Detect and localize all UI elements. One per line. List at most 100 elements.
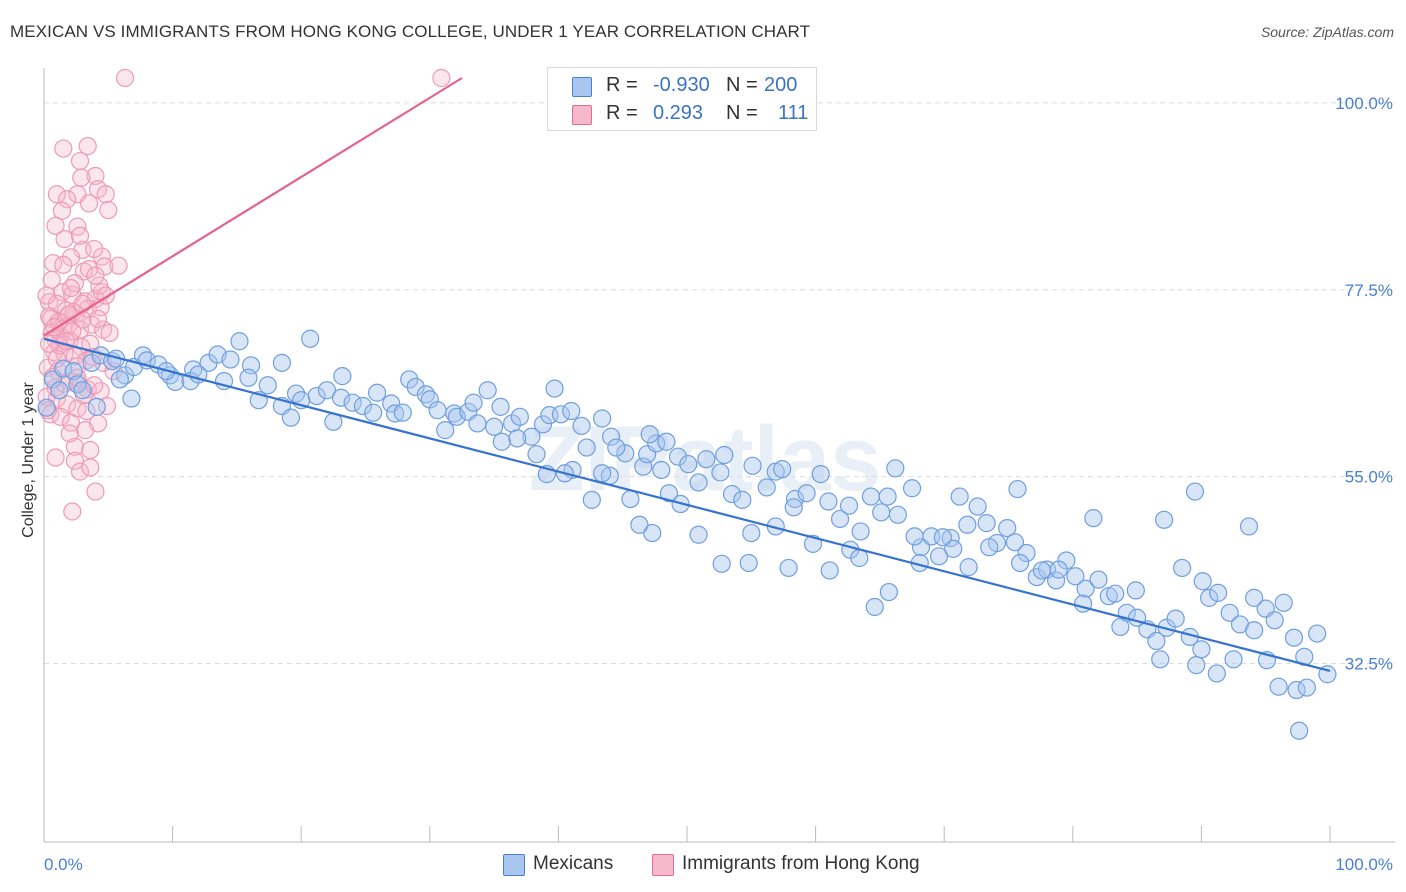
data-point-mexicans — [715, 445, 734, 465]
data-point-mexicans — [1220, 603, 1239, 622]
data-point-mexicans — [630, 515, 649, 534]
data-point-mexicans — [393, 403, 412, 422]
data-point-mexicans — [406, 377, 425, 397]
data-point-hong-kong — [65, 451, 84, 470]
data-point-mexicans — [757, 478, 776, 497]
data-point-mexicans — [447, 407, 466, 426]
data-point-mexicans — [73, 381, 92, 400]
data-point-mexicans — [905, 527, 924, 546]
data-point-hong-kong — [86, 482, 105, 501]
data-point-mexicans — [577, 438, 596, 457]
data-point-mexicans — [878, 487, 897, 506]
legend-swatch-hong-kong — [572, 105, 592, 125]
legend-n-value: 200 — [764, 74, 798, 96]
series-legend: Mexicans Immigrants from Hong Kong — [0, 852, 1406, 878]
data-point-hong-kong — [81, 440, 100, 460]
data-point-hong-kong — [73, 294, 92, 313]
data-point-mexicans — [551, 405, 571, 424]
data-point-hong-kong — [61, 248, 81, 267]
data-point-mexicans — [593, 464, 612, 483]
data-point-mexicans — [944, 539, 963, 558]
data-point-mexicans — [1151, 650, 1170, 669]
data-point-mexicans — [711, 463, 730, 482]
data-point-hong-kong — [42, 270, 61, 289]
data-point-mexicans — [364, 403, 383, 422]
data-point-mexicans — [819, 492, 838, 511]
data-point-mexicans — [668, 447, 688, 466]
data-point-mexicans — [110, 370, 129, 389]
data-point-mexicans — [510, 407, 529, 426]
data-point-mexicans — [820, 561, 839, 580]
data-point-mexicans — [888, 505, 908, 524]
data-point-mexicans — [385, 404, 405, 423]
data-point-mexicans — [468, 414, 487, 433]
data-point-hong-kong — [86, 166, 105, 186]
data-point-mexicans — [1269, 677, 1288, 696]
data-point-mexicans — [533, 415, 553, 434]
data-point-mexicans — [445, 404, 464, 423]
data-point-hong-kong — [70, 462, 90, 481]
data-point-mexicans — [491, 397, 510, 416]
data-point-mexicans — [1147, 631, 1166, 651]
data-point-mexicans — [689, 473, 708, 492]
data-point-mexicans — [1308, 624, 1327, 643]
data-point-hong-kong — [432, 68, 451, 88]
data-point-mexicans — [572, 416, 591, 436]
data-point-hong-kong — [78, 136, 97, 156]
y-tick-label: 32.5% — [1345, 654, 1393, 673]
legend-label-hong-kong: Immigrants from Hong Kong — [682, 853, 920, 874]
data-point-hong-kong — [86, 266, 105, 285]
data-point-mexicans — [902, 479, 922, 498]
legend-label-mexicans: Mexicans — [533, 853, 614, 874]
legend-swatch-hong-kong — [652, 854, 674, 876]
data-point-hong-kong — [54, 255, 73, 274]
legend-r-value: -0.930 — [653, 74, 710, 96]
data-point-mexicans — [872, 503, 891, 522]
tick-labels: 100.0% 77.5% 55.0% 32.5% 0.0% 100.0% College, … — [20, 94, 1393, 874]
data-point-mexicans — [436, 421, 455, 440]
data-point-mexicans — [122, 389, 141, 408]
data-point-mexicans — [779, 558, 798, 578]
data-point-mexicans — [485, 417, 504, 436]
data-point-mexicans — [958, 515, 977, 534]
data-point-hong-kong — [81, 458, 100, 477]
data-point-mexicans — [607, 438, 626, 457]
data-point-mexicans — [1185, 482, 1205, 501]
data-point-hong-kong — [99, 200, 118, 220]
trend-line-hong-kong — [43, 77, 463, 337]
data-point-hong-kong — [77, 401, 96, 421]
data-point-hong-kong — [72, 168, 91, 187]
data-point-mexicans — [317, 381, 337, 400]
x-tick-label: 100.0% — [1335, 855, 1393, 874]
data-point-mexicans — [464, 393, 483, 412]
data-point-mexicans — [851, 522, 870, 541]
data-point-mexicans — [1126, 581, 1145, 600]
data-point-hong-kong — [70, 151, 90, 171]
legend-n-label: N = — [726, 102, 758, 124]
data-point-hong-kong — [46, 216, 65, 235]
data-point-mexicans — [1200, 588, 1219, 607]
data-point-mexicans — [1057, 551, 1076, 570]
legend-r-label: R = — [606, 74, 638, 96]
data-point-mexicans — [1245, 588, 1264, 607]
data-point-mexicans — [522, 427, 541, 446]
data-point-mexicans — [1032, 561, 1052, 580]
legend-n-label: N = — [726, 74, 758, 96]
data-point-mexicans — [1274, 593, 1293, 612]
trend-lines — [43, 77, 1331, 672]
data-point-mexicans — [1239, 517, 1259, 536]
series-mexicans-points — [37, 329, 1337, 740]
data-point-mexicans — [258, 376, 277, 395]
data-point-mexicans — [478, 381, 497, 400]
data-point-hong-kong — [56, 332, 75, 351]
data-point-mexicans — [811, 465, 830, 484]
data-point-mexicans — [861, 487, 880, 506]
data-point-mexicans — [230, 332, 249, 351]
data-point-mexicans — [879, 582, 899, 602]
data-point-mexicans — [1297, 678, 1316, 697]
data-point-mexicans — [1173, 558, 1192, 578]
data-point-hong-kong — [40, 334, 59, 353]
data-point-mexicans — [733, 490, 752, 509]
data-point-mexicans — [722, 484, 742, 504]
data-point-mexicans — [1284, 628, 1304, 647]
